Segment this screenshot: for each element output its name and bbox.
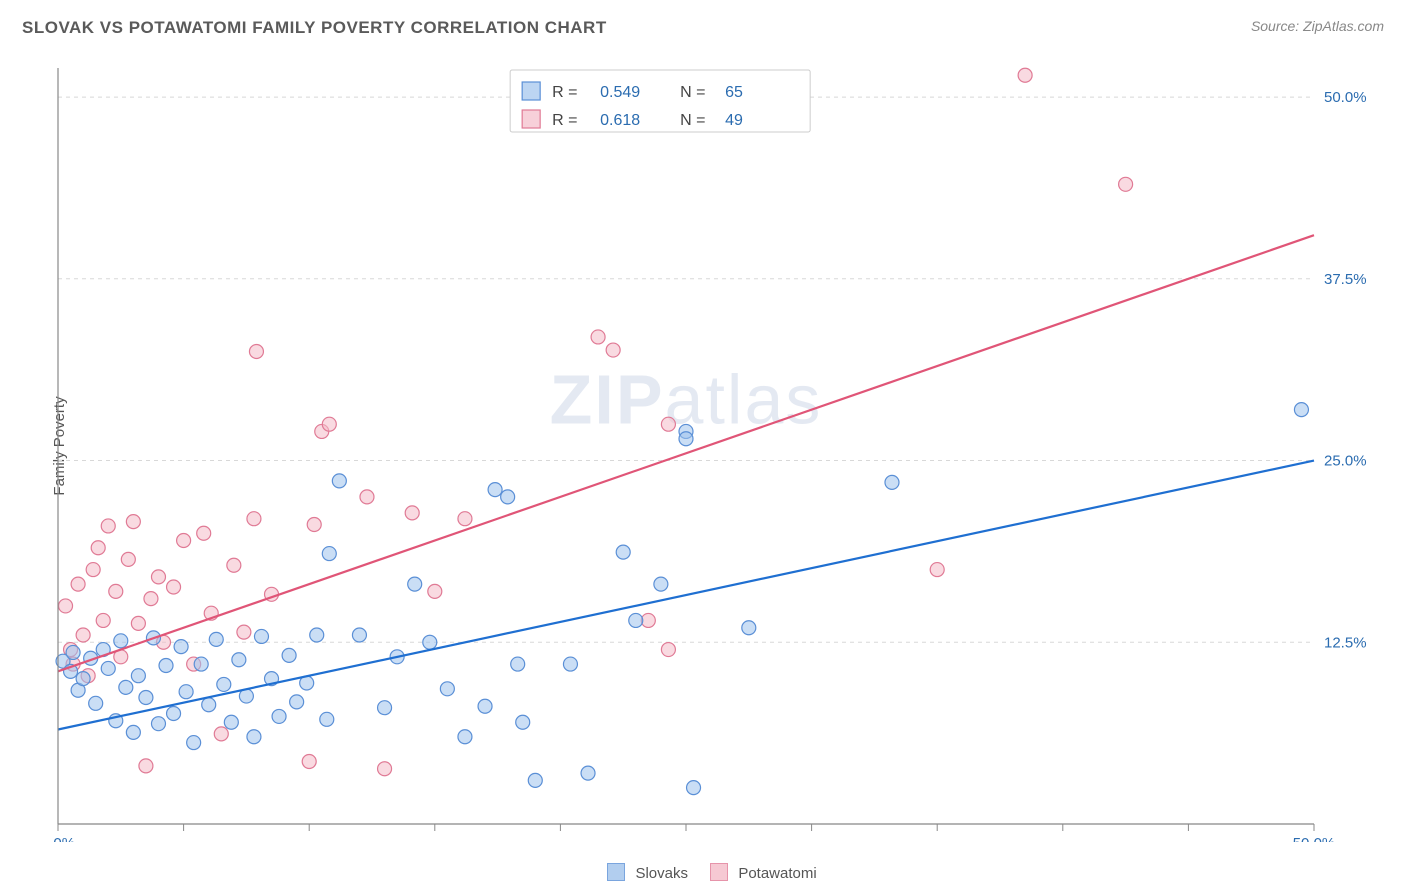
source-label: Source: ZipAtlas.com	[1251, 18, 1384, 34]
plot-area: 12.5%25.0%37.5%50.0%ZIPatlas0.0%50.0%R =…	[50, 60, 1386, 842]
scatter-chart: 12.5%25.0%37.5%50.0%ZIPatlas0.0%50.0%R =…	[50, 60, 1386, 842]
svg-text:49: 49	[725, 112, 743, 129]
header-bar: SLOVAK VS POTAWATOMI FAMILY POVERTY CORR…	[22, 18, 1384, 48]
bottom-legend: Slovaks Potawatomi	[0, 863, 1406, 882]
svg-text:12.5%: 12.5%	[1324, 634, 1367, 651]
svg-text:37.5%: 37.5%	[1324, 271, 1367, 288]
svg-text:0.618: 0.618	[600, 112, 640, 129]
svg-text:0.0%: 0.0%	[50, 835, 75, 842]
svg-text:R =: R =	[552, 112, 577, 129]
svg-text:N =: N =	[680, 84, 705, 101]
svg-text:0.549: 0.549	[600, 84, 640, 101]
svg-text:N =: N =	[680, 112, 705, 129]
svg-text:65: 65	[725, 84, 743, 101]
svg-text:25.0%: 25.0%	[1324, 453, 1367, 470]
legend-label-potawatomi: Potawatomi	[738, 865, 816, 882]
svg-text:50.0%: 50.0%	[1293, 835, 1336, 842]
svg-text:50.0%: 50.0%	[1324, 89, 1367, 106]
svg-text:R =: R =	[552, 84, 577, 101]
legend-swatch-slovaks	[607, 863, 625, 881]
legend-label-slovaks: Slovaks	[635, 865, 688, 882]
legend-swatch-potawatomi	[710, 863, 728, 881]
chart-title: SLOVAK VS POTAWATOMI FAMILY POVERTY CORR…	[22, 18, 607, 37]
